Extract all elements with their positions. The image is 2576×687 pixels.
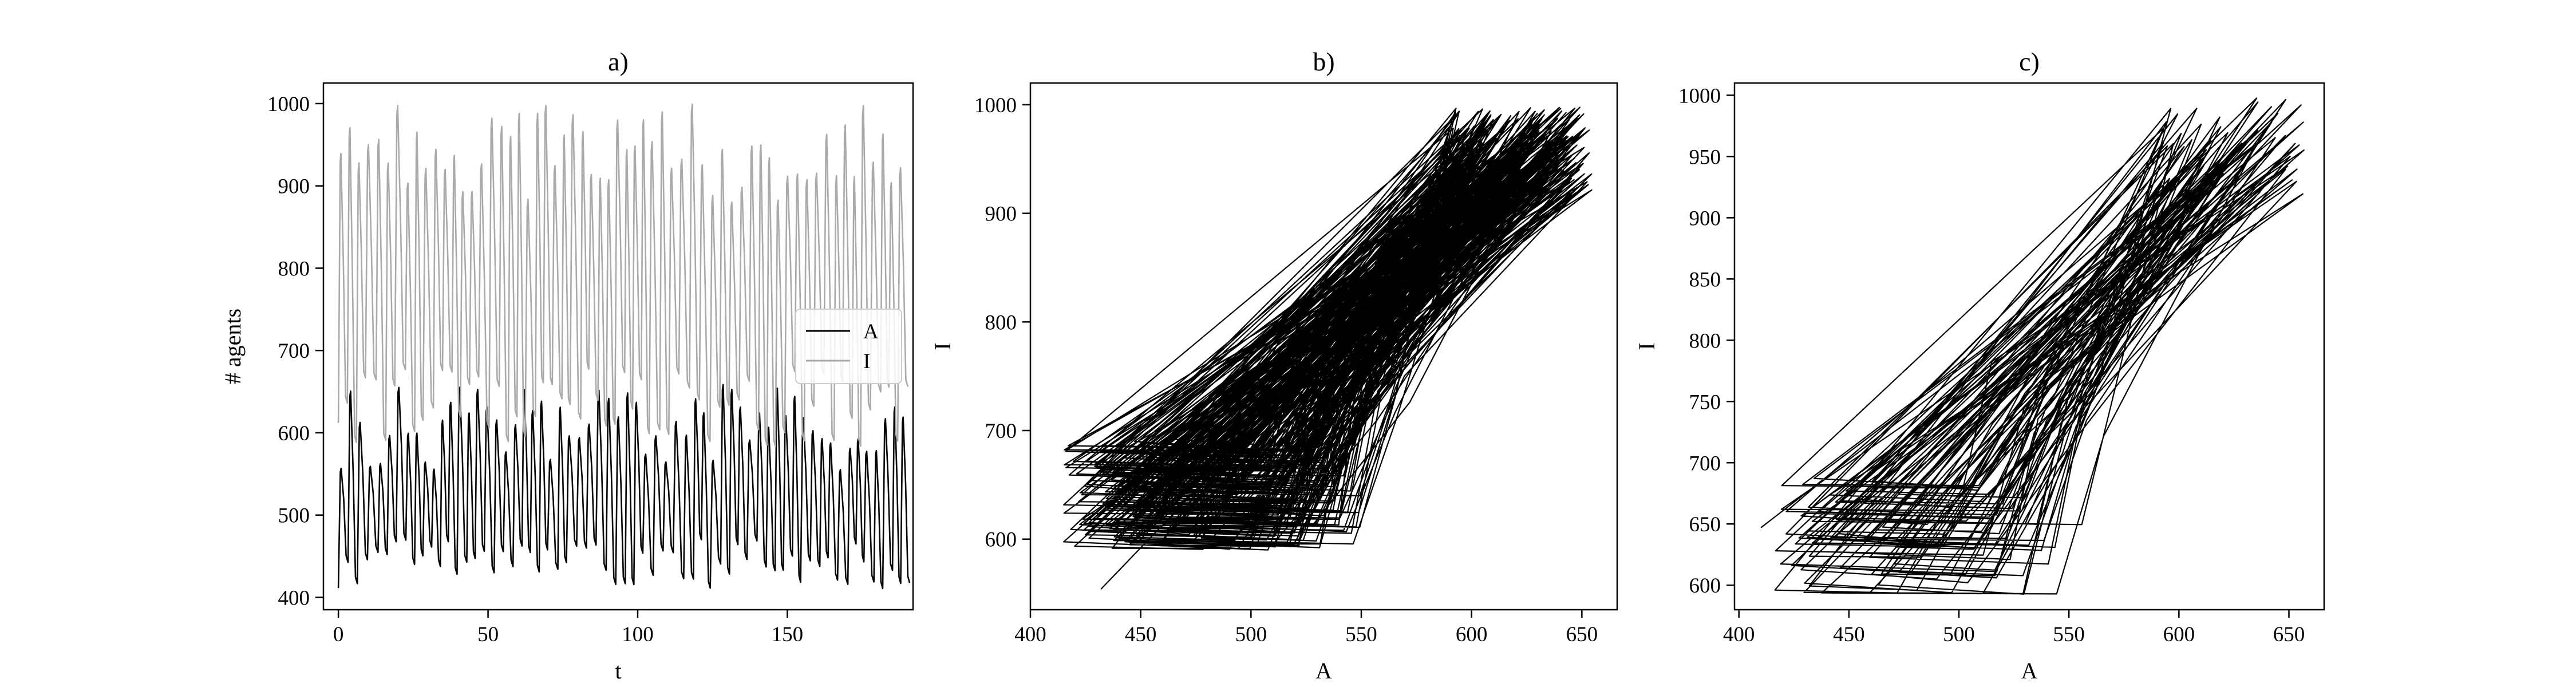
x-tick-label: 100 [622, 623, 654, 646]
y-tick-label: 800 [278, 257, 310, 281]
y-tick-label: 1000 [1678, 84, 1721, 108]
x-tick-label: 650 [1566, 623, 1598, 646]
y-axis-label: I [930, 342, 955, 350]
y-tick-label: 650 [1689, 513, 1721, 536]
y-tick-label: 600 [985, 528, 1017, 552]
legend: AI [795, 309, 902, 384]
y-tick-label: 700 [985, 420, 1017, 443]
x-tick-label: 500 [1943, 623, 1975, 646]
x-tick-label: 550 [1345, 623, 1377, 646]
series-line-a-vs-i [1760, 97, 2305, 595]
panel-c: 400 450 500 550 600 650 600 650 700 750 800 850 900 9… [1634, 47, 2325, 684]
y-tick-label: 800 [985, 311, 1017, 334]
panel-title: a) [608, 47, 629, 76]
x-tick-label: 600 [1456, 623, 1488, 646]
y-tick-label: 400 [278, 586, 310, 610]
y-tick-label: 700 [1689, 452, 1721, 475]
panel-title: b) [1313, 47, 1334, 76]
y-tick-label: 600 [278, 422, 310, 445]
legend-label-a: A [863, 320, 879, 344]
x-tick-label: 450 [1125, 623, 1157, 646]
series-line-a [337, 384, 911, 590]
y-axis-label: I [1634, 342, 1660, 350]
y-tick-label: 800 [1689, 329, 1721, 353]
y-tick-label: 850 [1689, 268, 1721, 291]
y-tick-label: 500 [278, 504, 310, 528]
panel-title: c) [2019, 47, 2040, 76]
plot-frame [1029, 82, 1618, 611]
x-tick-label: 0 [333, 623, 344, 646]
y-tick-label: 950 [1689, 145, 1721, 169]
y-tick-label: 600 [1689, 574, 1721, 598]
y-axis-label: # agents [220, 309, 246, 384]
legend-label-i: I [863, 350, 870, 373]
x-axis-label: A [1315, 658, 1332, 684]
y-tick-label: 900 [1689, 207, 1721, 230]
x-tick-label: 600 [2163, 623, 2195, 646]
plot-frame [1733, 82, 2325, 611]
legend-box [795, 309, 902, 384]
plot-frame [322, 82, 914, 611]
x-tick-label: 550 [2053, 623, 2085, 646]
y-tick-label: 900 [985, 203, 1017, 226]
y-tick-label: 1000 [267, 93, 310, 116]
x-tick-label: 400 [1723, 623, 1755, 646]
y-tick-label: 700 [278, 339, 310, 363]
panel-b: 400 450 500 550 600 650 600 700 800 900 1000 b) A I [930, 47, 1618, 684]
x-tick-label: 450 [1833, 623, 1865, 646]
panel-a: 0 50 100 150 400 500 600 700 800 900 1000 a) t # agen… [220, 47, 914, 684]
x-tick-label: 650 [2273, 623, 2305, 646]
y-tick-label: 750 [1689, 390, 1721, 414]
y-tick-label: 900 [278, 175, 310, 199]
x-tick-label: 500 [1235, 623, 1267, 646]
x-tick-label: 150 [772, 623, 804, 646]
x-tick-label: 400 [1014, 623, 1046, 646]
series-line-i [337, 103, 909, 448]
x-axis-label: A [2021, 658, 2038, 684]
series-line-a-vs-i [1063, 106, 1593, 590]
y-tick-label: 1000 [974, 94, 1017, 117]
x-tick-label: 50 [477, 623, 499, 646]
x-axis-label: t [615, 658, 621, 684]
